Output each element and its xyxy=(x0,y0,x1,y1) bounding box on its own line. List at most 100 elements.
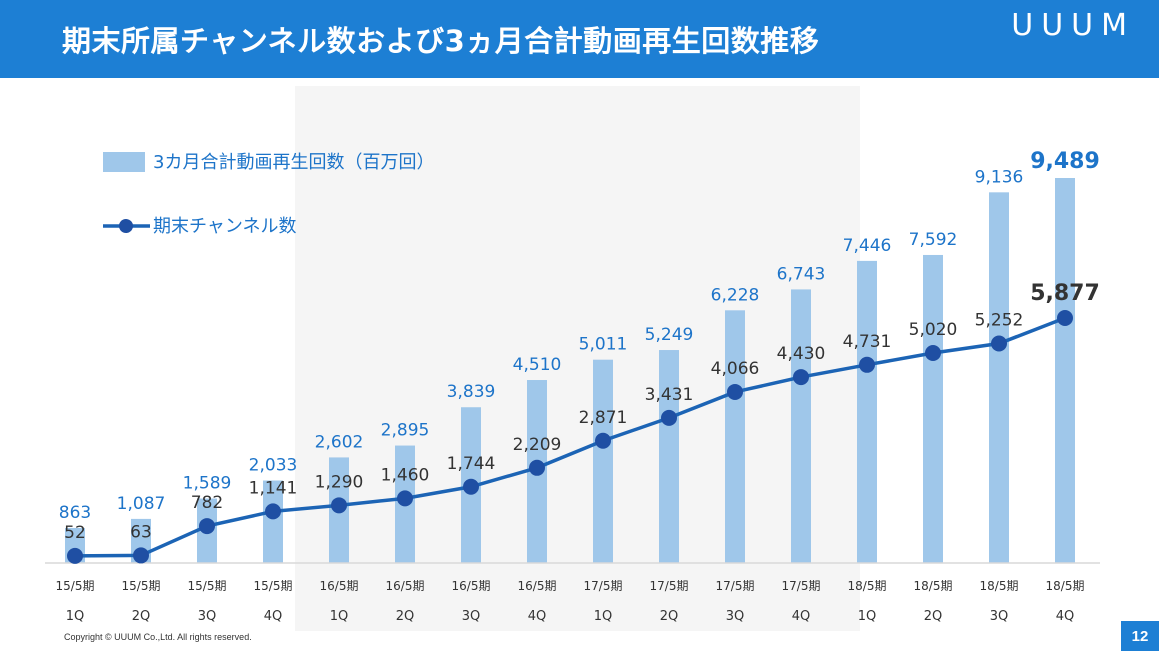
line-label-1: 52 xyxy=(64,523,86,543)
bar-label-1: 863 xyxy=(59,503,91,523)
uuum-logo: UUUM xyxy=(1011,8,1135,43)
line-label-14: 5,020 xyxy=(909,320,958,340)
bar-15 xyxy=(989,192,1009,563)
line-label-4: 1,141 xyxy=(249,478,298,498)
bar-label-14: 7,592 xyxy=(909,230,958,250)
legend-bar-swatch xyxy=(103,152,145,172)
bar-10 xyxy=(659,350,679,563)
x-tick-label-period-8: 16/5期 xyxy=(518,579,557,593)
x-tick-label-period-16: 18/5期 xyxy=(1046,579,1085,593)
bar-label-4: 2,033 xyxy=(249,456,298,476)
x-tick-label-quarter-3: 3Q xyxy=(198,609,217,624)
line-point-1 xyxy=(67,547,83,564)
line-point-15 xyxy=(991,335,1007,352)
line-label-13: 4,731 xyxy=(843,332,892,352)
x-tick-label-period-14: 18/5期 xyxy=(914,579,953,593)
bar-label-3: 1,589 xyxy=(183,474,232,494)
bar-label-5: 2,602 xyxy=(315,432,364,452)
x-tick-label-period-10: 17/5期 xyxy=(650,579,689,593)
x-tick-label-quarter-8: 4Q xyxy=(528,609,547,624)
line-point-4 xyxy=(265,503,281,520)
bar-label-10: 5,249 xyxy=(645,325,694,345)
x-tick-label-quarter-11: 3Q xyxy=(726,609,745,624)
line-label-16: 5,877 xyxy=(1030,281,1100,306)
line-label-5: 1,290 xyxy=(315,472,364,492)
line-point-7 xyxy=(463,478,479,495)
x-tick-label-period-13: 18/5期 xyxy=(848,579,887,593)
legend-line-label: 期末チャンネル数 xyxy=(153,216,296,237)
bar-11 xyxy=(725,310,745,563)
line-label-15: 5,252 xyxy=(975,311,1024,331)
bar-4 xyxy=(263,480,283,563)
bar-label-11: 6,228 xyxy=(711,285,760,305)
x-tick-label-period-5: 16/5期 xyxy=(320,579,359,593)
x-tick-label-period-6: 16/5期 xyxy=(386,579,425,593)
bar-16 xyxy=(1055,178,1075,563)
x-tick-label-quarter-12: 4Q xyxy=(792,609,811,624)
x-tick-label-quarter-15: 3Q xyxy=(990,609,1009,624)
x-tick-label-quarter-13: 1Q xyxy=(858,609,877,624)
bar-label-13: 7,446 xyxy=(843,236,892,256)
x-tick-label-period-3: 15/5期 xyxy=(188,579,227,593)
line-point-11 xyxy=(727,383,743,400)
bar-14 xyxy=(923,254,943,564)
line-label-7: 1,744 xyxy=(447,454,496,474)
page-title: 期末所属チャンネル数および3ヵ月合計動画再生回数推移 xyxy=(62,24,820,58)
line-label-8: 2,209 xyxy=(513,435,562,455)
line-point-5 xyxy=(331,497,347,514)
channels-line xyxy=(74,316,1066,558)
line-point-14 xyxy=(925,344,941,361)
legend-line-dot xyxy=(119,219,133,233)
x-tick-label-quarter-9: 1Q xyxy=(594,609,613,624)
page-number: 12 xyxy=(1121,621,1159,651)
line-label-11: 4,066 xyxy=(711,359,760,379)
x-tick-label-quarter-16: 4Q xyxy=(1056,609,1075,624)
bar-9 xyxy=(593,359,613,563)
line-point-8 xyxy=(529,459,545,476)
x-tick-label-period-7: 16/5期 xyxy=(452,579,491,593)
chart: 86315/5期1Q1,08715/5期2Q1,58915/5期3Q2,0331… xyxy=(45,86,1100,631)
x-tick-label-quarter-10: 2Q xyxy=(660,609,679,624)
line-label-6: 1,460 xyxy=(381,465,430,485)
line-point-16 xyxy=(1057,310,1073,326)
x-tick-label-quarter-4: 4Q xyxy=(264,609,283,624)
x-tick-label-period-15: 18/5期 xyxy=(980,579,1019,593)
bar-label-6: 2,895 xyxy=(381,421,430,441)
line-point-3 xyxy=(199,518,215,535)
line-label-12: 4,430 xyxy=(777,344,826,364)
x-tick-label-quarter-6: 2Q xyxy=(396,609,415,624)
x-tick-label-quarter-14: 2Q xyxy=(924,609,943,624)
legend-bar-label: 3カ月合計動画再生回数（百万回） xyxy=(153,152,434,173)
header-bar: 期末所属チャンネル数および3ヵ月合計動画再生回数推移 UUUM xyxy=(0,0,1159,78)
line-point-9 xyxy=(595,432,611,449)
x-tick-label-quarter-1: 1Q xyxy=(66,609,85,624)
background-watermark xyxy=(295,86,860,631)
line-label-2: 63 xyxy=(130,522,152,542)
bar-label-15: 9,136 xyxy=(975,167,1024,187)
bar-label-12: 6,743 xyxy=(777,264,826,284)
bar-label-7: 3,839 xyxy=(447,382,496,402)
line-label-9: 2,871 xyxy=(579,408,628,428)
x-tick-label-period-9: 17/5期 xyxy=(584,579,623,593)
bar-label-9: 5,011 xyxy=(579,335,628,355)
x-tick-label-period-2: 15/5期 xyxy=(122,579,161,593)
x-tick-label-period-12: 17/5期 xyxy=(782,579,821,593)
line-point-2 xyxy=(133,547,149,564)
bar-12 xyxy=(791,289,811,563)
line-point-13 xyxy=(859,356,875,373)
x-tick-label-period-11: 17/5期 xyxy=(716,579,755,593)
line-label-3: 782 xyxy=(191,493,223,513)
line-point-12 xyxy=(793,369,809,386)
bar-label-2: 1,087 xyxy=(117,494,166,514)
bar-label-16: 9,489 xyxy=(1030,149,1100,174)
line-label-10: 3,431 xyxy=(645,385,694,405)
x-tick-label-quarter-7: 3Q xyxy=(462,609,481,624)
line-point-10 xyxy=(661,409,677,426)
x-tick-label-quarter-5: 1Q xyxy=(330,609,349,624)
copyright-text: Copyright © UUUM Co.,Ltd. All rights res… xyxy=(64,632,252,642)
bar-13 xyxy=(857,260,877,563)
line-point-6 xyxy=(397,490,413,507)
x-tick-label-period-1: 15/5期 xyxy=(56,579,95,593)
bar-label-8: 4,510 xyxy=(513,355,562,375)
x-tick-label-period-4: 15/5期 xyxy=(254,579,293,593)
